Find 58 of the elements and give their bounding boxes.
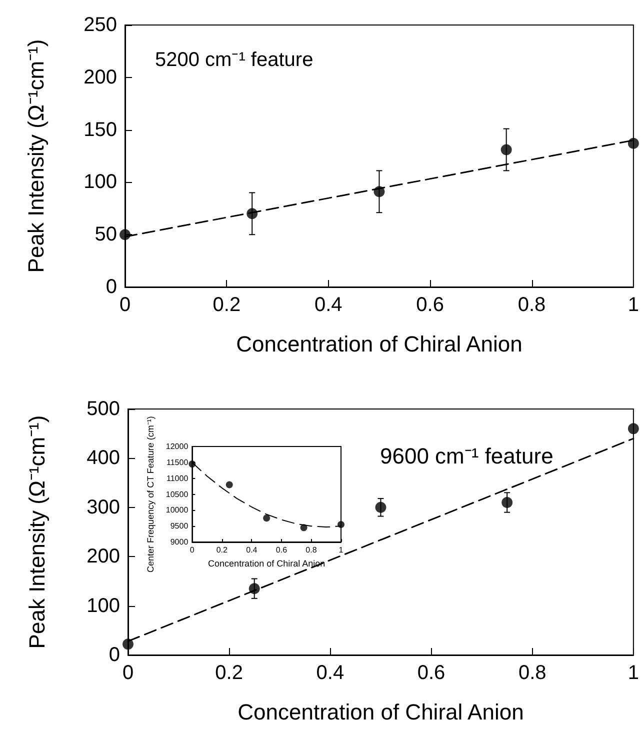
point [502, 496, 513, 508]
y-tick-label: 100 [86, 594, 120, 617]
point [226, 481, 233, 488]
y-tick-label: 12000 [166, 442, 189, 452]
x-tick-label: 1 [628, 294, 639, 316]
x-tick-label: 1 [628, 662, 639, 684]
point [122, 638, 134, 650]
y-tick-label: 200 [84, 66, 117, 88]
annotation: 9600 cm⁻¹ feature [380, 444, 554, 468]
y-tick-label: 0 [108, 644, 120, 666]
y-tick-label: 9000 [170, 538, 189, 546]
point [338, 521, 344, 528]
point [248, 583, 260, 594]
x-tick-label: 0.4 [246, 546, 258, 554]
x-tick-label: 0.8 [518, 294, 546, 316]
x-tick-label: 0.2 [215, 662, 243, 684]
x-tick-label: 0.2 [212, 294, 241, 316]
x-tick-label: 1 [338, 546, 344, 554]
y-tick-label: 11000 [166, 474, 189, 483]
x-tick-label: 0 [122, 662, 134, 684]
y-axis-title: Center Frequency of CT Feature (cm⁻¹) [146, 416, 156, 572]
point [300, 524, 308, 532]
y-tick-label: 9500 [170, 522, 189, 531]
x-tick-label: 0 [190, 546, 195, 554]
point [375, 502, 386, 513]
y-tick-label: 400 [86, 447, 120, 470]
annotation: 5200 cm⁻¹ feature [155, 49, 314, 71]
x-tick-label: 0.6 [416, 294, 444, 316]
y-tick-label: 0 [106, 276, 117, 298]
x-tick-label: 0.4 [314, 294, 342, 316]
x-tick-label: 0.8 [518, 662, 546, 684]
x-axis-title: Concentration of Chiral Anion [236, 332, 522, 356]
point [246, 208, 258, 220]
point [374, 186, 385, 198]
x-tick-label: 0.6 [417, 662, 446, 684]
x-tick-label: 0.6 [276, 546, 288, 554]
y-tick-label: 250 [84, 14, 117, 36]
point [628, 138, 639, 149]
point [188, 460, 196, 468]
y-tick-label: 300 [86, 496, 120, 518]
x-tick-label: 0.2 [216, 546, 228, 554]
y-tick-label: 50 [94, 224, 117, 246]
y-tick-label: 500 [86, 398, 120, 420]
point [263, 514, 270, 522]
point [628, 423, 639, 434]
x-tick-label: 0.4 [316, 662, 344, 684]
point [120, 229, 130, 240]
y-tick-label: 10500 [166, 490, 189, 499]
y-axis-title: Peak Intensity (Ω⁻¹cm⁻¹) [24, 39, 48, 273]
y-axis-title: Peak Intensity (Ω⁻¹cm⁻¹) [24, 415, 50, 649]
y-tick-label: 11500 [166, 458, 189, 467]
y-tick-label: 10000 [166, 506, 189, 515]
y-tick-label: 100 [84, 171, 117, 194]
x-axis-title: Concentration of Chiral Anion [238, 700, 524, 724]
point [500, 144, 512, 156]
y-tick-label: 200 [86, 546, 120, 568]
x-tick-label: 0.8 [306, 546, 318, 554]
y-tick-label: 150 [84, 118, 117, 141]
